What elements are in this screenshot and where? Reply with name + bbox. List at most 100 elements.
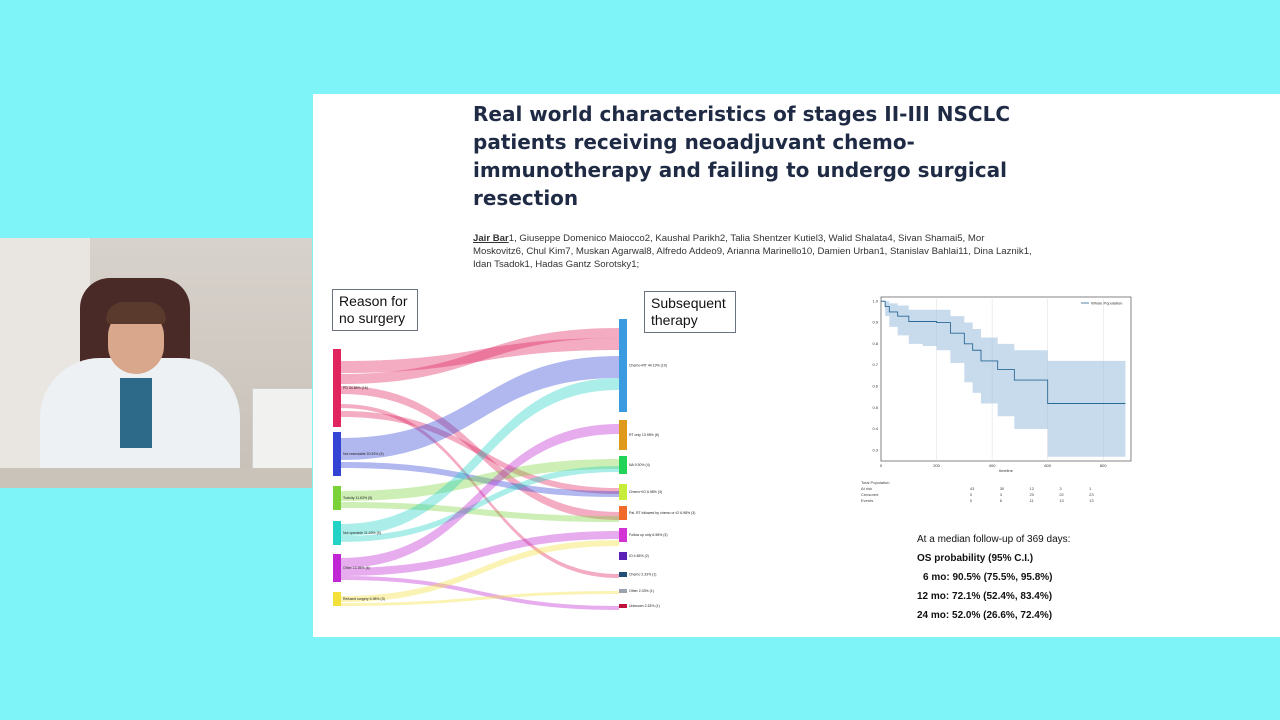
risk-cell bbox=[970, 481, 998, 485]
subsequent-box-label: Subsequent therapy bbox=[651, 295, 726, 328]
sankey-right-label: IO 4.65% (2) bbox=[629, 554, 649, 558]
km-x-label: timeline bbox=[999, 468, 1014, 473]
risk-cell: 13 bbox=[1089, 498, 1094, 503]
sankey-flow bbox=[341, 404, 619, 578]
km-ci-band bbox=[881, 301, 1126, 457]
sankey-left-node bbox=[333, 486, 341, 510]
km-survival-line bbox=[881, 300, 1126, 404]
sankey-flow bbox=[341, 502, 619, 522]
risk-row: Total Population bbox=[861, 481, 1117, 485]
os-intro: At a median follow-up of 369 days: bbox=[917, 534, 1071, 545]
sankey-left-label: Toxicity 11.63% (5) bbox=[343, 496, 372, 500]
km-y-tick: 0.4 bbox=[872, 426, 878, 431]
km-legend-label: Whole Population bbox=[1091, 301, 1122, 306]
sankey-diagram: PD 34.88% (15) Not resectable 20.93% (9) T… bbox=[333, 319, 695, 610]
risk-cell: 12 bbox=[1029, 486, 1034, 491]
sankey-left-label: Other 13.95% (6) bbox=[343, 566, 370, 570]
sankey-right-node bbox=[619, 319, 627, 412]
sankey-flow bbox=[341, 378, 619, 536]
sankey-left-node bbox=[333, 521, 341, 545]
risk-cell: 1 bbox=[1089, 486, 1092, 491]
os-row-12mo: 12 mo: 72.1% (52.4%, 83.4%) bbox=[917, 591, 1053, 602]
sankey-right-label: Pal. RT followed by chemo or IO 6.98% (3… bbox=[629, 511, 695, 515]
webcam-feed bbox=[0, 238, 312, 488]
risk-cell bbox=[1089, 481, 1117, 485]
km-y-tick: 0.3 bbox=[872, 447, 878, 452]
os-header: OS probability (95% C.I.) bbox=[917, 553, 1034, 564]
km-x-tick: 400 bbox=[989, 463, 996, 468]
risk-cell: 6 bbox=[999, 498, 1002, 503]
sankey-left-node bbox=[333, 349, 341, 427]
km-y-tick: 0.8 bbox=[872, 341, 878, 346]
risk-cell: 3 bbox=[999, 492, 1002, 497]
risk-row: Events 0 6 11 13 13 bbox=[861, 499, 1117, 503]
sankey-left-node bbox=[333, 554, 341, 582]
risk-cell: 20 bbox=[1029, 492, 1034, 497]
km-x-tick: 800 bbox=[1100, 463, 1107, 468]
risk-cell: At risk bbox=[861, 486, 873, 491]
risk-cell: Censored bbox=[861, 492, 879, 497]
risk-cell bbox=[1030, 481, 1058, 485]
km-x-tick: 600 bbox=[1044, 463, 1051, 468]
os-summary: At a median follow-up of 369 days: OS pr… bbox=[917, 530, 1217, 625]
reason-box-label: Reason for no surgery bbox=[339, 293, 408, 326]
co-authors: 1, Giuseppe Domenico Maiocco2, Kaushal P… bbox=[473, 233, 1032, 270]
risk-cell: 0 bbox=[969, 492, 973, 497]
sankey-flow bbox=[341, 411, 619, 494]
risk-cell: 23 bbox=[1089, 492, 1094, 497]
sankey-right-label: Chemo+IO 6.98% (3) bbox=[629, 490, 662, 494]
sankey-flow bbox=[341, 328, 619, 384]
sankey-right-node bbox=[619, 420, 627, 450]
risk-cell: Total Population bbox=[861, 480, 890, 485]
lead-author: Jair Bar bbox=[473, 233, 509, 244]
sankey-left-node bbox=[333, 592, 341, 606]
km-y-tick: 0.7 bbox=[872, 362, 878, 367]
sankey-flow bbox=[341, 386, 619, 520]
sankey-left-label: Refused surgery 6.98% (3) bbox=[343, 597, 385, 601]
km-y-tick: 0.5 bbox=[872, 405, 878, 410]
sankey-flow bbox=[341, 338, 619, 373]
sankey-left-label: PD 34.88% (15) bbox=[343, 386, 368, 390]
sankey-right-node bbox=[619, 484, 627, 500]
author-list: Jair Bar1, Giuseppe Domenico Maiocco2, K… bbox=[473, 232, 1033, 271]
risk-cell: 11 bbox=[1029, 498, 1034, 503]
risk-cell bbox=[1000, 481, 1028, 485]
sankey-flow bbox=[341, 591, 619, 606]
os-row-24mo: 24 mo: 52.0% (26.6%, 72.4%) bbox=[917, 610, 1053, 621]
risk-cell: 30 bbox=[999, 486, 1005, 491]
sankey-right-node bbox=[619, 456, 627, 474]
sankey-flow bbox=[341, 576, 619, 610]
sankey-right-label: NA 9.30% (4) bbox=[629, 463, 650, 467]
risk-cell: Events bbox=[861, 498, 874, 503]
sankey-flow bbox=[341, 424, 619, 568]
sankey-left-label: Not resectable 20.93% (9) bbox=[343, 452, 384, 456]
reason-box: Reason for no surgery bbox=[332, 289, 418, 331]
sankey-right-node bbox=[619, 528, 627, 542]
risk-cell: 13 bbox=[1059, 498, 1064, 503]
sankey-right-node bbox=[619, 552, 627, 560]
subsequent-box: Subsequent therapy bbox=[644, 291, 736, 333]
km-x-tick: 200 bbox=[933, 463, 940, 468]
risk-cell: 3 bbox=[1059, 486, 1062, 491]
sankey-right-label: RT only 13.95% (6) bbox=[629, 433, 659, 437]
km-plot: 1.0 0.9 0.8 0.7 0.6 0.5 0.4 0.3 0 200 400 600 800 tim… bbox=[872, 296, 1132, 473]
risk-row: Censored 0 3 20 22 23 bbox=[861, 493, 1117, 497]
km-y-tick: 0.6 bbox=[872, 383, 878, 388]
slide-title: Real world characteristics of stages II-… bbox=[473, 102, 1011, 210]
sankey-left-node bbox=[333, 432, 341, 476]
risk-cell: 43 bbox=[969, 486, 975, 491]
sankey-right-label: Other 2.33% (1) bbox=[629, 589, 654, 593]
sankey-right-node bbox=[619, 604, 627, 608]
km-x-tick: 0 bbox=[880, 463, 883, 468]
sankey-flow bbox=[341, 459, 619, 501]
km-y-tick: 0.9 bbox=[872, 320, 878, 325]
sankey-flow bbox=[341, 462, 619, 497]
sankey-left-label: Not operable 11.63% (5) bbox=[343, 531, 381, 535]
scrubs bbox=[120, 378, 152, 448]
sankey-flow bbox=[341, 466, 619, 542]
printer bbox=[252, 388, 312, 480]
km-y-tick: 1.0 bbox=[872, 298, 878, 303]
risk-table: Total Population At risk 43 30 12 3 1 Censored 0… bbox=[859, 479, 1119, 505]
sankey-flow bbox=[341, 356, 619, 460]
sankey-right-node bbox=[619, 589, 627, 593]
